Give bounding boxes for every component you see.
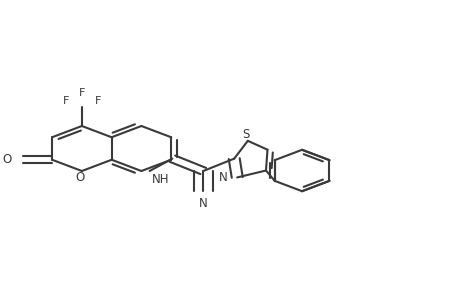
Text: O: O [2, 153, 11, 166]
Text: F: F [95, 96, 101, 106]
Text: NH: NH [151, 173, 168, 186]
Text: N: N [218, 171, 227, 184]
Text: S: S [241, 128, 249, 141]
Text: F: F [78, 88, 85, 98]
Text: N: N [198, 197, 207, 210]
Text: O: O [75, 171, 84, 184]
Text: F: F [62, 96, 69, 106]
